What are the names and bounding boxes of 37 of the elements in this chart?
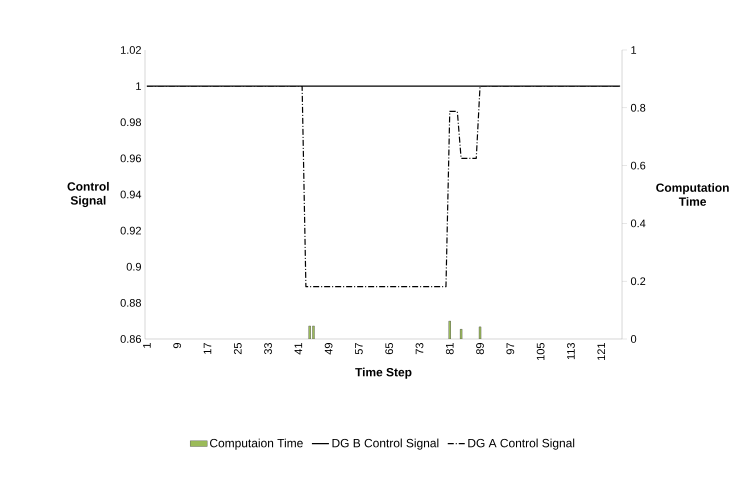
y2-tick-label: 0.4 <box>630 220 646 228</box>
y2-axis-title: Computation Time <box>656 183 729 206</box>
y-tick-label: 1.02 <box>120 46 141 54</box>
y-tick-label: 0.86 <box>120 335 141 343</box>
legend-label: DG B Control Signal <box>332 438 438 450</box>
y-tick-label: 0.94 <box>120 190 142 198</box>
y2-tick-label: 0.2 <box>630 277 646 286</box>
y2-tick-label: 1 <box>631 46 636 54</box>
x-tick-label: 97 <box>506 343 514 354</box>
x-tick-label: 49 <box>324 343 332 354</box>
y-tick-label: 0.98 <box>120 118 141 126</box>
y-axis-title: Control Signal <box>68 182 109 208</box>
x-tick-label: 81 <box>446 343 454 354</box>
y2-tick-label: 0.6 <box>630 162 646 170</box>
x-tick-label: 25 <box>234 342 242 354</box>
x-tick-label: 41 <box>294 343 302 354</box>
x-tick-label: 57 <box>355 343 363 354</box>
legend-label: DG A Control Signal <box>468 438 574 450</box>
x-tick-label: 113 <box>567 343 575 360</box>
y-tick-label: 0.9 <box>126 262 141 271</box>
legend-label: Computaion Time <box>210 438 303 450</box>
x-tick-label: 89 <box>476 343 484 354</box>
y2-tick-label: 0.8 <box>630 104 646 112</box>
x-tick-label: 1 <box>143 343 151 348</box>
y-tick-label: 1 <box>136 82 141 90</box>
y-tick-label: 0.92 <box>120 226 141 235</box>
x-tick-label: 73 <box>416 343 424 354</box>
y-tick-label: 0.96 <box>120 154 141 162</box>
x-tick-label: 33 <box>264 343 272 354</box>
x-tick-label: 65 <box>385 342 394 354</box>
x-tick-label: 9 <box>173 343 182 348</box>
x-tick-label: 105 <box>536 342 544 360</box>
y2-tick-label: 0 <box>630 335 636 343</box>
y-tick-label: 0.88 <box>120 299 141 307</box>
x-tick-label: 121 <box>597 343 606 360</box>
x-axis-title: Time Step <box>355 368 412 379</box>
x-tick-label: 17 <box>204 343 212 354</box>
